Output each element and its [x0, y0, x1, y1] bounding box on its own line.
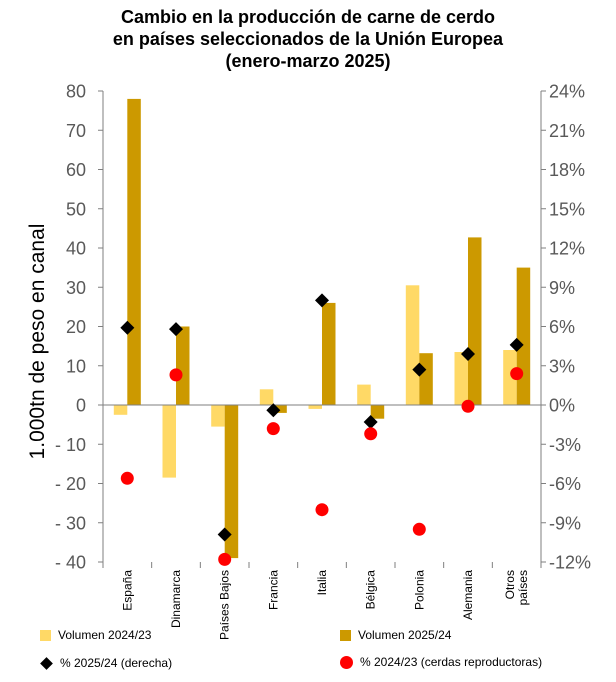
bar-volumen-2025-24	[127, 98, 141, 406]
x-category-label: Francia	[266, 570, 280, 610]
point-pct-2025-24	[217, 527, 232, 542]
point-pct-2024-23	[120, 471, 134, 485]
y2-tick-label: 15%	[549, 199, 585, 219]
legend-diamond-marker	[40, 656, 53, 670]
y-tick-label: 10	[66, 356, 86, 376]
chart-title-line-1: Cambio en la producción de carne de cerd…	[120, 7, 496, 27]
y-axis-title: 1.000tn de peso en canal	[26, 224, 49, 460]
legend-label: % 2024/23 (cerdas reproductoras)	[360, 655, 543, 669]
legend-circle-marker	[340, 655, 353, 669]
point-group	[120, 293, 524, 566]
y-tick-label: 20	[66, 317, 86, 337]
bar-volumen-2025-24	[370, 405, 385, 419]
legend-item-pct-2025-24: % 2025/24 (derecha)	[40, 656, 172, 670]
y2-tick-label: 18%	[549, 160, 585, 180]
y2-tick-label: 9%	[549, 278, 575, 298]
bar-volumen-2025-24	[322, 302, 336, 405]
x-category-label: Dinamarca	[169, 570, 183, 628]
chart-title-line-3: (enero-marzo 2025)	[225, 51, 391, 71]
point-pct-2025-24	[509, 337, 524, 352]
x-category-label: Países Bajos	[218, 570, 232, 640]
bar-volumen-2025-24	[224, 405, 239, 559]
legend-swatch-light	[40, 629, 51, 641]
y2-tick-label: -12%	[549, 553, 591, 573]
point-pct-2024-23	[169, 368, 183, 382]
x-category-label: países	[516, 570, 530, 605]
y2-tick-label: 21%	[549, 121, 585, 141]
bar-volumen-2024-23	[308, 405, 322, 409]
x-category-label: Alemania	[461, 570, 475, 620]
y2-tick-label: 3%	[549, 356, 575, 376]
point-pct-2024-23	[412, 522, 426, 536]
point-pct-2024-23	[364, 427, 378, 441]
point-pct-2025-24	[363, 415, 378, 430]
x-category-label: España	[120, 570, 134, 611]
y-tick-label: 70	[66, 121, 86, 141]
point-pct-2025-24	[266, 403, 281, 418]
y-tick-label: 0	[76, 396, 86, 416]
y-tick-label: 80	[66, 82, 86, 102]
y2-tick-label: 6%	[549, 317, 575, 337]
x-category-label: Bélgica	[364, 570, 378, 610]
bar-volumen-2024-23	[259, 389, 274, 405]
y-tick-label: - 40	[55, 553, 86, 573]
bar-volumen-2024-23	[211, 405, 225, 427]
chart-title: Cambio en la producción de carne de cerd…	[0, 6, 616, 72]
y2-tick-label: -9%	[549, 513, 581, 533]
x-category-label: Italia	[315, 570, 329, 596]
y2-tick-label: 24%	[549, 82, 585, 102]
bar-volumen-2025-24	[273, 405, 287, 413]
legend-item-volumen-2024-23: Volumen 2024/23	[40, 628, 151, 642]
y2-tick-label: -6%	[549, 474, 581, 494]
legend-label: Volumen 2024/23	[58, 628, 152, 642]
point-pct-2024-23	[510, 367, 524, 381]
legend-label: Volumen 2025/24	[358, 628, 452, 642]
point-pct-2024-23	[461, 399, 475, 413]
y2-tick-label: -3%	[549, 435, 581, 455]
y-tick-label: 60	[66, 160, 86, 180]
y-tick-label: - 10	[55, 435, 86, 455]
bar-volumen-2024-23	[162, 405, 176, 478]
legend-swatch-dark	[340, 629, 351, 641]
legend-label: % 2025/24 (derecha)	[60, 656, 173, 670]
legend-item-pct-2024-23: % 2024/23 (cerdas reproductoras)	[340, 655, 542, 669]
label-group: 80 70 60 50 40 30 20 10 0 - 10 - 20 - 30 - 40 24% 21% 1…	[26, 82, 591, 641]
x-category-label: Polonia	[412, 570, 426, 610]
chart-title-line-2: en países seleccionados de la Unión Euro…	[112, 29, 504, 49]
bar-volumen-2025-24	[176, 326, 190, 405]
point-pct-2025-24	[461, 346, 475, 361]
y2-tick-label: 12%	[549, 239, 585, 259]
point-pct-2025-24	[120, 320, 135, 335]
bar-volumen-2025-24	[468, 237, 482, 405]
bar-volumen-2025-24	[516, 267, 531, 405]
x-category-label: Otros	[503, 570, 517, 599]
legend-item-volumen-2025-24: Volumen 2025/24	[340, 628, 451, 642]
y-tick-label: - 30	[55, 513, 86, 533]
y-tick-label: 30	[66, 278, 86, 298]
bar-volumen-2024-23	[503, 350, 517, 405]
bar-volumen-2024-23	[357, 384, 371, 405]
point-pct-2025-24	[169, 322, 183, 337]
point-pct-2024-23	[315, 503, 329, 517]
bar-volumen-2024-23	[113, 405, 128, 415]
bar-volumen-2025-24	[419, 353, 433, 405]
y-tick-label: 40	[66, 239, 86, 259]
axes-group	[98, 90, 546, 568]
y-tick-label: 50	[66, 199, 86, 219]
point-pct-2025-24	[315, 293, 329, 308]
point-pct-2025-24	[412, 362, 427, 377]
point-pct-2024-23	[218, 552, 232, 566]
point-pct-2024-23	[266, 422, 280, 436]
y2-tick-label: 0%	[549, 396, 575, 416]
bar-volumen-2024-23	[454, 352, 468, 405]
bar-volumen-2024-23	[405, 285, 420, 405]
y-tick-label: - 20	[55, 474, 86, 494]
